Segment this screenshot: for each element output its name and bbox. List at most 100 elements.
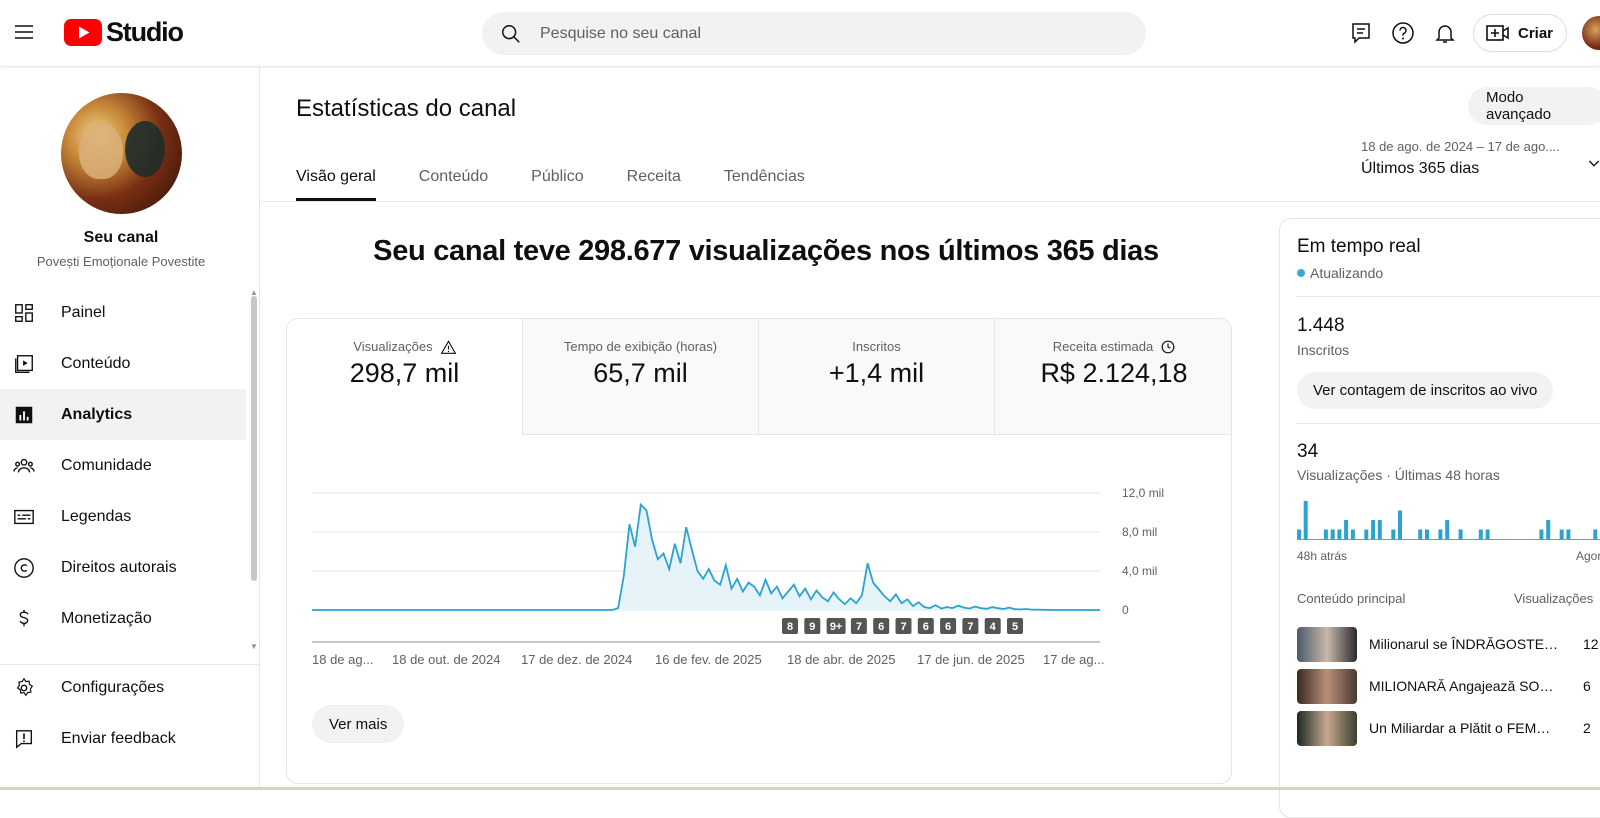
youtube-studio-logo[interactable]: Studio: [64, 17, 184, 47]
top-video-row[interactable]: Un Miliardar a Plătit o FEMEIE... 2: [1297, 710, 1600, 746]
date-range-picker[interactable]: 18 de ago. de 2024 – 17 de ago.... Últim…: [1361, 139, 1600, 187]
help-icon[interactable]: [1391, 21, 1415, 45]
sidebar-item-analytics[interactable]: Analytics: [0, 389, 246, 440]
sidebar-item-label: Analytics: [61, 405, 133, 423]
upload-marker[interactable]: 7: [850, 618, 867, 634]
metric-subscribers[interactable]: Inscritos +1,4 mil: [759, 319, 995, 435]
sidebar-item-label: Conteúdo: [61, 354, 131, 372]
realtime-title: Em tempo real: [1297, 236, 1421, 257]
search-icon[interactable]: [500, 23, 522, 45]
metric-watch-time[interactable]: Tempo de exibição (horas) 65,7 mil: [523, 319, 759, 435]
create-button[interactable]: Criar: [1473, 14, 1567, 52]
sidebar-item-legendas[interactable]: Legendas: [0, 491, 246, 542]
analytics-icon: [12, 403, 36, 427]
community-icon: [12, 454, 36, 478]
sidebar-item-direitos-autorais[interactable]: Direitos autorais: [0, 542, 246, 593]
upload-marker[interactable]: 7: [895, 618, 912, 634]
metric-revenue[interactable]: Receita estimada R$ 2.124,18: [995, 319, 1231, 435]
upload-marker-count: 4: [990, 621, 997, 633]
upload-marker[interactable]: 6: [917, 618, 934, 634]
metric-views[interactable]: Visualizações 298,7 mil: [287, 319, 523, 435]
realtime-bar: [1371, 520, 1376, 539]
y-tick-label: 12,0 mil: [1122, 486, 1164, 500]
sidebar-item-conteudo[interactable]: Conteúdo: [0, 338, 246, 389]
sidebar-item-label: Monetização: [61, 609, 152, 627]
feedback-icon: [12, 727, 36, 751]
sidebar-scrollbar[interactable]: [251, 296, 257, 581]
realtime-subscribers-label: Inscritos: [1297, 342, 1350, 358]
x-tick-label: 17 de ag...: [1043, 652, 1104, 667]
search-input[interactable]: [540, 24, 1100, 43]
upload-marker[interactable]: 4: [984, 618, 1001, 634]
tab-conteudo[interactable]: Conteúdo: [418, 167, 489, 185]
y-tick-label: 4,0 mil: [1122, 564, 1157, 578]
account-avatar[interactable]: [1582, 16, 1600, 50]
upload-marker[interactable]: 9: [804, 618, 821, 634]
realtime-bar: [1297, 529, 1301, 539]
tab-receita[interactable]: Receita: [626, 167, 681, 185]
y-tick-label: 0: [1122, 603, 1129, 617]
sidebar-item-monetizacao[interactable]: Monetização: [0, 593, 246, 644]
video-title: MILIONARĂ Angajează SOȚ D...: [1369, 678, 1559, 694]
sidebar-item-enviar-feedback[interactable]: Enviar feedback: [0, 713, 246, 764]
warning-icon[interactable]: [440, 339, 456, 354]
subtitles-icon: [12, 505, 36, 529]
metric-label: Receita estimada: [1052, 339, 1154, 354]
subtitles-feedback-icon[interactable]: [1349, 21, 1373, 45]
upload-marker[interactable]: 5: [1007, 618, 1023, 634]
views-chart: 12,0 mil 8,0 mil 4,0 mil 0 8 9 9+ 7 6 7 6 6 7 4 5 18 de…: [287, 435, 1231, 783]
bell-icon[interactable]: [1433, 21, 1457, 45]
metric-value: +1,4 mil: [828, 358, 925, 388]
video-thumbnail[interactable]: [1297, 668, 1357, 704]
tab-tendencias[interactable]: Tendências: [723, 167, 805, 185]
dashboard-icon: [12, 301, 36, 325]
upload-marker[interactable]: 8: [782, 618, 798, 634]
realtime-bar: [1323, 529, 1328, 539]
channel-avatar[interactable]: [61, 93, 182, 214]
scroll-up-arrow[interactable]: ▲: [250, 288, 258, 297]
video-views: 6: [1583, 678, 1591, 694]
video-thumbnail[interactable]: [1297, 626, 1357, 662]
advanced-mode-button[interactable]: Modo avançado: [1468, 87, 1600, 125]
realtime-bar: [1539, 529, 1544, 539]
menu-icon[interactable]: [12, 20, 36, 44]
top-bar: Studio Criar: [0, 0, 1600, 66]
upload-marker-count: 9: [809, 621, 815, 633]
sidebar-item-configuracoes[interactable]: Configurações: [0, 662, 246, 713]
monetization-icon: [12, 607, 36, 631]
tabs: Visão geral Conteúdo Público Receita Ten…: [296, 152, 848, 201]
metric-value: 298,7 mil: [349, 358, 460, 388]
main-content: Estatísticas do canal Modo avançado Visã…: [261, 67, 1600, 818]
realtime-bar: [1303, 501, 1308, 539]
upload-marker[interactable]: 9+: [826, 618, 846, 634]
sidebar-item-comunidade[interactable]: Comunidade: [0, 440, 246, 491]
realtime-card: Em tempo real Atualizando 1.448 Inscrito…: [1279, 218, 1600, 818]
live-subscriber-count-button[interactable]: Ver contagem de inscritos ao vivo: [1297, 372, 1554, 409]
see-more-button[interactable]: Ver mais: [312, 705, 405, 743]
upload-marker[interactable]: 7: [962, 618, 979, 634]
top-views-label: Visualizações: [1514, 591, 1594, 606]
video-thumbnail[interactable]: [1297, 710, 1357, 746]
youtube-logo-icon: [64, 18, 102, 46]
realtime-bar: [1546, 520, 1551, 539]
sidebar-item-label: Configurações: [61, 678, 165, 696]
sidebar-item-painel[interactable]: Painel: [0, 287, 246, 338]
tab-visao-geral[interactable]: Visão geral: [296, 152, 376, 201]
realtime-bar: [1398, 510, 1402, 539]
scroll-down-arrow[interactable]: ▼: [250, 642, 258, 651]
realtime-views-chart[interactable]: [1297, 499, 1600, 541]
upload-marker[interactable]: 6: [940, 618, 957, 634]
live-dot: [1297, 269, 1305, 277]
top-video-row[interactable]: MILIONARĂ Angajează SOȚ D... 6: [1297, 668, 1600, 704]
upload-marker[interactable]: 6: [873, 618, 890, 634]
realtime-divider: [1297, 423, 1600, 424]
upload-marker-count: 7: [900, 621, 906, 633]
channel-subtitle: Povești Emoționale Povestite: [36, 254, 206, 269]
channel-name[interactable]: Seu canal: [83, 229, 159, 246]
metric-value: 65,7 mil: [593, 358, 688, 388]
sidebar-item-label: Enviar feedback: [61, 729, 176, 747]
search-box[interactable]: [482, 12, 1146, 55]
tab-publico[interactable]: Público: [531, 167, 584, 185]
top-video-row[interactable]: Milionarul se ÎNDRĂGOSTEȘ... 12: [1297, 626, 1600, 662]
clock-icon[interactable]: [1161, 340, 1175, 354]
